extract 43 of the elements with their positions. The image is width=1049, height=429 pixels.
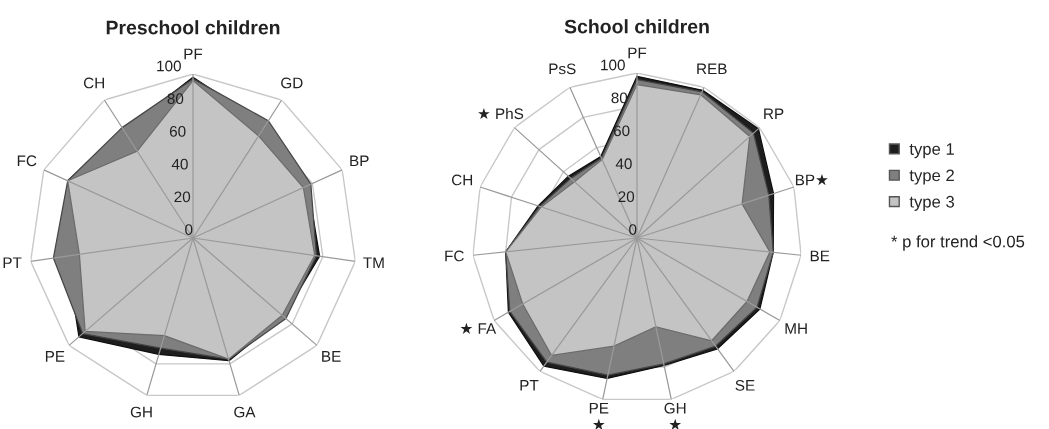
spoke-label: FC (17, 155, 37, 167)
y-tick-label: 0 (185, 224, 193, 235)
y-tick-label: 60 (613, 125, 630, 137)
spoke-label: GH (130, 406, 152, 418)
y-tick-label: 60 (169, 126, 186, 137)
spoke-label: GH ★ (664, 402, 686, 429)
y-tick-label: 20 (174, 191, 191, 203)
y-tick-label: 40 (615, 158, 632, 170)
spoke-label: BP★ (795, 174, 828, 186)
y-tick-label: 0 (629, 224, 637, 235)
spoke-label: CH (451, 174, 473, 186)
chart-title: Preschool children (106, 20, 280, 35)
spoke-label: SE (735, 379, 755, 391)
chart-title: School children (564, 19, 709, 34)
spoke-label: FC (445, 250, 464, 262)
spoke-label: PF (184, 48, 203, 60)
spoke-label: PT (3, 257, 22, 268)
spoke-label: PE ★ (589, 402, 609, 429)
spoke-label: GD (281, 77, 303, 89)
spoke-label: PE (45, 351, 65, 362)
legend-label: type 3 (909, 195, 954, 211)
spoke-label: GA (234, 406, 256, 418)
spoke-label: ★ FA (460, 322, 497, 334)
spoke-label: PF (628, 47, 647, 59)
y-tick-label: 100 (601, 59, 625, 71)
legend-label: type 2 (909, 169, 954, 185)
spoke-label: PT (520, 380, 539, 391)
spoke-label: BP (350, 155, 369, 167)
legend-label: type 1 (909, 143, 954, 159)
text: * p for trend <0.05 (891, 235, 1025, 251)
spoke-label: PsS (549, 63, 576, 75)
spoke-label: CH (83, 77, 104, 89)
spoke-label: ★ PhS (478, 107, 524, 120)
spoke-label: MH (785, 323, 807, 334)
y-tick-label: 100 (157, 60, 181, 72)
spoke-label: REB (697, 63, 727, 75)
spoke-label: BE (322, 351, 341, 362)
y-tick-label: 80 (611, 92, 628, 104)
spoke-label: RP (764, 108, 784, 119)
y-tick-label: 40 (171, 158, 188, 170)
y-tick-label: 20 (618, 191, 635, 203)
spoke-label: BE (810, 250, 830, 262)
spoke-label: TM (363, 257, 384, 268)
